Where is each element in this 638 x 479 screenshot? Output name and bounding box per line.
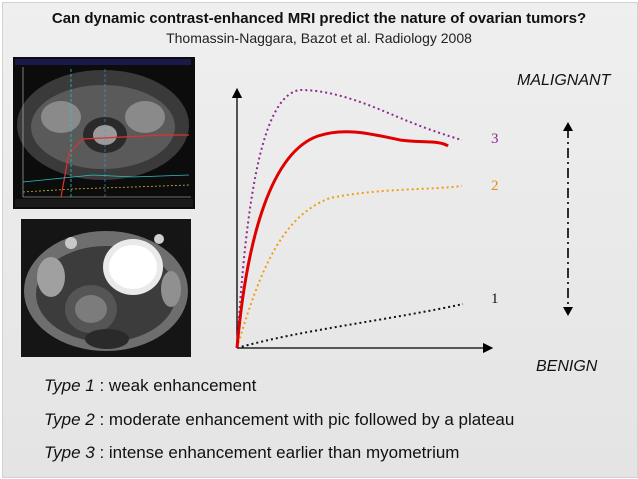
mri-enhancement-curve-screen: [13, 57, 195, 209]
legend-item-type-2: Type 2 : moderate enhancement with pic f…: [44, 410, 514, 430]
curve-type-1: [236, 303, 464, 349]
scale-top-label: MALIGNANT: [517, 72, 611, 89]
legend-type: Type 2: [44, 410, 95, 429]
legend-item-type-1: Type 1 : weak enhancement: [44, 376, 256, 396]
pelvic-mri-axial-image: [21, 219, 191, 357]
legend-desc: : intense enhancement earlier than myome…: [94, 443, 460, 462]
legend-item-type-3: Type 3 : intense enhancement earlier tha…: [44, 443, 459, 463]
curve-type-3: [236, 88, 463, 349]
scale-arrow-up: [563, 122, 573, 131]
curve-label-1: 1: [491, 291, 499, 307]
scale-bottom-label: BENIGN: [536, 358, 598, 375]
slide-subtitle: Thomassin-Naggara, Bazot et al. Radiolog…: [166, 30, 472, 46]
curve-label-3: 3: [491, 131, 499, 147]
legend-type: Type 1: [44, 376, 95, 395]
legend-type: Type 3: [44, 443, 95, 462]
scale-arrow-down: [563, 307, 573, 316]
pelvic-mri-picture: [21, 219, 191, 357]
slide-title: Can dynamic contrast-enhanced MRI predic…: [51, 10, 587, 27]
legend-desc: : weak enhancement: [94, 376, 257, 395]
legend-desc: : moderate enhancement with pic followed…: [94, 410, 515, 429]
curve-red-solid: [235, 130, 449, 349]
curve-label-2: 2: [491, 178, 499, 194]
mri-curve-screen-picture: [13, 57, 195, 209]
